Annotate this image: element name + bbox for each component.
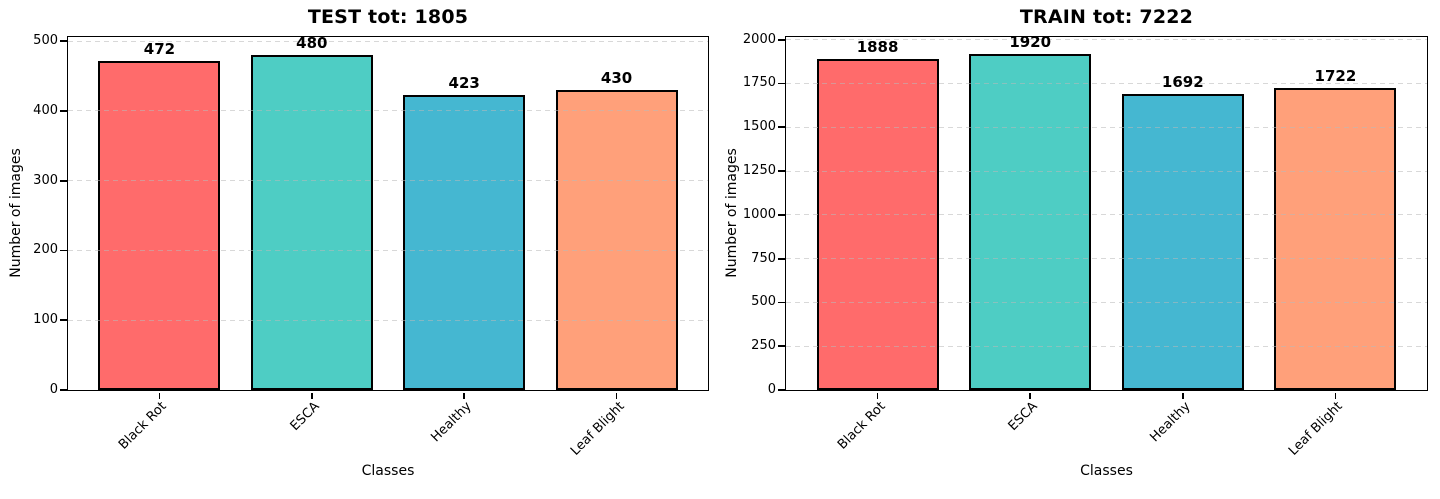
bar-value-label: 1920 [1009,32,1052,51]
x-tick-mark [1029,392,1032,399]
bar-value-label: 480 [296,34,328,53]
bar-leaf-blight [1274,88,1397,390]
y-tick-label: 750 [751,250,776,266]
y-tick-label: 1250 [742,163,776,179]
gridline [68,110,708,112]
chart-panel-test: TEST tot: 1805 Number of images 0 100 200 3… [8,6,709,479]
x-tick-mark [1181,392,1184,399]
x-axis-label: Classes [361,463,415,479]
gridline [68,249,708,251]
bar-value-label: 423 [448,73,480,92]
y-tick-label: 1500 [742,119,776,135]
x-tick-mark [158,392,161,399]
y-tick-mark [60,110,67,112]
bar-leaf-blight [555,90,678,390]
y-tick-label: 0 [767,382,776,397]
x-tick-label: Black Rot [116,399,171,453]
gridline [786,39,1427,41]
plot-area-train: 0 250 500 750 1000 1250 1500 1750 2000 1888 Black … [743,32,1428,459]
y-tick-label: 250 [751,338,776,354]
bar-black-rot [816,59,939,390]
x-tick-label: Healthy [428,399,475,446]
y-tick-mark [60,40,67,43]
x-tick-label: Leaf Blight [1286,399,1347,459]
bar-healthy [1121,93,1244,390]
chart-title-test: TEST tot: 1805 [307,6,469,28]
bar-black-rot [98,60,221,390]
y-tick-label: 100 [33,312,58,328]
x-tick-label: ESCA [287,399,323,434]
y-tick-label: 1750 [742,75,776,91]
gridline [68,40,708,42]
gridline [786,82,1427,84]
gridline [68,180,708,182]
y-tick-label: 2000 [742,31,776,47]
x-tick-mark [1334,392,1337,399]
x-tick-mark [310,392,313,399]
y-tick-mark [778,213,785,216]
x-tick-mark [615,392,618,399]
y-tick-label: 500 [751,294,776,310]
plot-area-test: 0 100 200 300 400 500 472 Black Rot 480 ESCA 423 He… [33,33,709,459]
bar-value-label: 430 [600,69,633,88]
x-tick-mark [463,392,466,399]
x-tick-mark [876,392,879,399]
gridline [786,126,1427,128]
bar-healthy [403,94,526,390]
bar-value-label: 1692 [1161,72,1204,91]
y-tick-mark [60,179,67,182]
y-tick-mark [778,301,785,304]
y-tick-mark [778,38,785,41]
y-tick-label: 200 [33,242,58,258]
y-tick-mark [60,389,67,391]
bar-esca [969,53,1092,390]
chart-title-train: TRAIN tot: 7222 [1019,6,1194,28]
y-tick-label: 300 [33,172,58,188]
bar-value-label: 472 [143,39,176,58]
gridline [786,345,1427,347]
y-tick-label: 500 [33,33,58,49]
x-tick-label: Leaf Blight [567,399,628,459]
x-tick-label: Healthy [1147,399,1194,446]
y-tick-label: 400 [33,102,58,118]
y-tick-mark [778,170,785,172]
y-tick-mark [778,126,785,129]
y-tick-label: 1000 [742,206,776,222]
y-tick-mark [778,82,785,85]
y-axis-label: Number of images [8,148,24,278]
x-tick-label: ESCA [1005,399,1041,434]
x-axis-label: Classes [1080,463,1133,479]
y-tick-mark [778,345,785,348]
y-tick-label: 0 [49,382,58,397]
bar-esca [250,55,373,390]
y-tick-mark [60,319,67,322]
gridline [786,170,1427,172]
bar-value-label: 1722 [1314,67,1357,86]
y-tick-mark [778,257,785,260]
gridline [786,258,1427,260]
gridline [68,319,708,321]
x-tick-label: Black Rot [834,399,889,453]
y-tick-mark [778,389,785,391]
gridline [786,214,1427,216]
gridline [786,301,1427,303]
y-tick-mark [60,249,67,252]
bar-value-label: 1888 [856,38,899,57]
chart-panel-train: TRAIN tot: 7222 Number of images 0 250 500… [720,0,1440,499]
